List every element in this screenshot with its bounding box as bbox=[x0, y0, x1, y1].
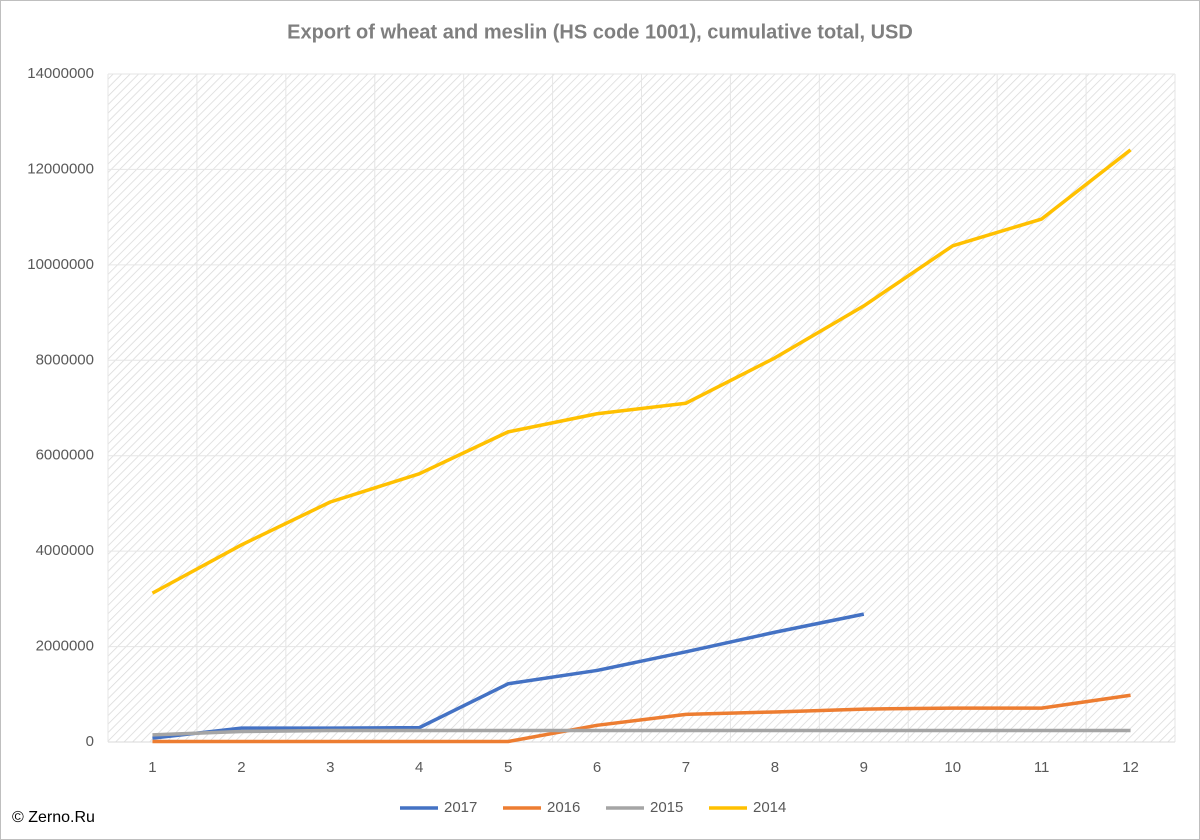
y-tick-label: 10000000 bbox=[27, 256, 94, 273]
x-tick-label: 1 bbox=[148, 759, 156, 776]
series-line bbox=[152, 612, 865, 740]
legend-label: 2014 bbox=[753, 799, 786, 816]
x-tick-label: 2 bbox=[237, 759, 245, 776]
x-tick-label: 11 bbox=[1034, 759, 1050, 776]
legend-label: 2017 bbox=[444, 799, 477, 816]
x-tick-label: 7 bbox=[682, 759, 690, 776]
chart-title: Export of wheat and meslin (HS code 1001… bbox=[287, 21, 913, 43]
y-tick-label: 8000000 bbox=[36, 351, 94, 368]
x-tick-label: 12 bbox=[1122, 759, 1139, 776]
x-tick-label: 6 bbox=[593, 759, 601, 776]
series-line bbox=[152, 728, 1131, 737]
y-tick-label: 0 bbox=[86, 733, 94, 750]
y-tick-label: 4000000 bbox=[36, 542, 94, 559]
x-tick-label: 4 bbox=[415, 759, 423, 776]
x-tick-label: 5 bbox=[504, 759, 512, 776]
y-tick-label: 12000000 bbox=[27, 160, 94, 177]
y-tick-label: 2000000 bbox=[36, 638, 94, 655]
series-line bbox=[151, 148, 1132, 595]
y-tick-label: 6000000 bbox=[36, 447, 94, 464]
x-tick-label: 8 bbox=[771, 759, 779, 776]
x-tick-label: 9 bbox=[860, 759, 868, 776]
series-line bbox=[152, 693, 1131, 744]
annotation: © Zerno.Ru bbox=[12, 809, 95, 826]
legend-label: 2015 bbox=[650, 799, 683, 816]
x-tick-label: 10 bbox=[944, 759, 961, 776]
y-tick-label: 14000000 bbox=[27, 65, 94, 82]
legend-label: 2016 bbox=[547, 799, 580, 816]
x-tick-label: 3 bbox=[326, 759, 334, 776]
